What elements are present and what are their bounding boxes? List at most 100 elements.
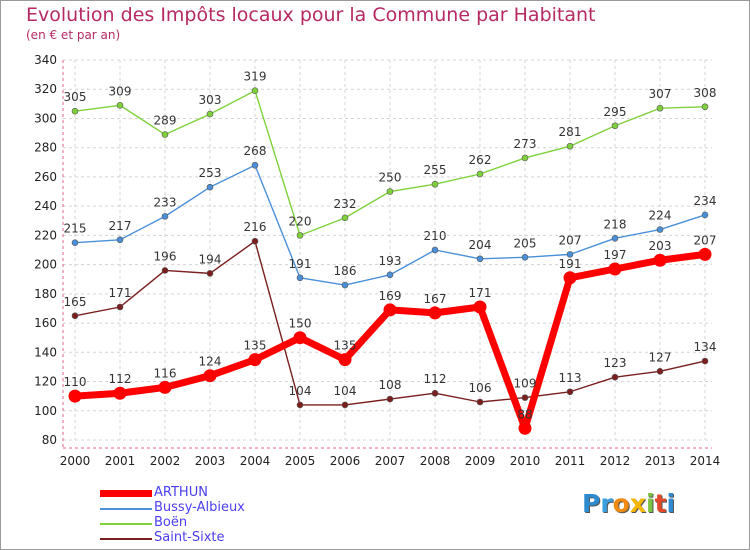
x-tick-label: 2009 bbox=[465, 454, 496, 468]
data-point bbox=[563, 271, 577, 285]
y-tick-label: 180 bbox=[34, 287, 57, 301]
legend-item: Saint-Sixte bbox=[100, 530, 320, 546]
data-point bbox=[431, 180, 439, 188]
data-point bbox=[251, 87, 259, 94]
data-label: 205 bbox=[514, 236, 537, 250]
y-tick-label: 80 bbox=[42, 433, 57, 447]
x-tick-label: 2003 bbox=[195, 454, 226, 468]
chart-legend: ARTHUN Bussy-Albieux Boën Saint-Sixte bbox=[100, 485, 320, 546]
data-label: 295 bbox=[604, 105, 627, 119]
logo-letter: P bbox=[582, 489, 601, 518]
data-point bbox=[296, 232, 304, 239]
data-label: 167 bbox=[424, 292, 447, 306]
x-tick-label: 2014 bbox=[690, 454, 721, 468]
legend-item: Bussy-Albieux bbox=[100, 500, 320, 516]
data-label: 116 bbox=[154, 366, 177, 380]
x-tick-label: 2005 bbox=[285, 454, 316, 468]
data-point bbox=[521, 394, 529, 401]
data-label: 217 bbox=[109, 219, 132, 233]
data-label: 207 bbox=[559, 233, 582, 247]
x-tick-label: 2012 bbox=[600, 454, 631, 468]
y-tick-label: 200 bbox=[34, 258, 57, 272]
data-point bbox=[701, 211, 709, 219]
data-label: 218 bbox=[604, 217, 627, 231]
data-point bbox=[521, 254, 529, 261]
data-label: 309 bbox=[109, 84, 132, 98]
data-point bbox=[251, 161, 259, 169]
data-label: 150 bbox=[289, 317, 312, 331]
legend-item: ARTHUN bbox=[100, 485, 320, 501]
y-tick-label: 100 bbox=[34, 404, 57, 418]
chart-title: Evolution des Impôts locaux pour la Comm… bbox=[26, 4, 596, 26]
data-point bbox=[296, 274, 304, 282]
data-label: 191 bbox=[289, 257, 312, 271]
data-label: 194 bbox=[199, 252, 222, 266]
data-point bbox=[656, 104, 664, 112]
data-label: 196 bbox=[154, 249, 177, 263]
data-label: 171 bbox=[469, 286, 492, 300]
data-point bbox=[338, 353, 352, 367]
data-point bbox=[386, 188, 394, 195]
data-point bbox=[68, 389, 82, 403]
data-point bbox=[161, 267, 169, 274]
y-tick-label: 340 bbox=[34, 53, 57, 67]
data-point bbox=[518, 421, 532, 435]
data-label: 169 bbox=[379, 289, 402, 303]
y-tick-label: 280 bbox=[34, 141, 57, 155]
data-label: 250 bbox=[379, 171, 402, 185]
data-label: 104 bbox=[334, 384, 357, 398]
data-point bbox=[341, 281, 349, 289]
data-label: 197 bbox=[604, 248, 627, 262]
data-point bbox=[161, 213, 169, 220]
data-point bbox=[251, 237, 259, 245]
data-label: 123 bbox=[604, 356, 627, 370]
data-label: 135 bbox=[334, 339, 357, 353]
data-point bbox=[383, 303, 397, 317]
data-label: 186 bbox=[334, 264, 357, 278]
x-tick-label: 2010 bbox=[510, 454, 541, 468]
plot-area bbox=[63, 60, 712, 440]
data-point bbox=[116, 102, 124, 109]
logo-letter: i bbox=[646, 489, 655, 518]
data-label: 307 bbox=[649, 87, 672, 101]
data-point bbox=[701, 357, 709, 365]
data-label: 303 bbox=[199, 93, 222, 107]
y-tick-label: 260 bbox=[34, 170, 57, 184]
data-label: 319 bbox=[244, 70, 267, 84]
legend-label: Saint-Sixte bbox=[154, 530, 225, 545]
data-point bbox=[248, 353, 262, 367]
data-point bbox=[698, 247, 712, 261]
data-point bbox=[611, 373, 619, 381]
proxiti-logo: Proxiti bbox=[582, 489, 675, 518]
data-point bbox=[341, 214, 349, 222]
data-label: 262 bbox=[469, 153, 492, 167]
data-point bbox=[158, 380, 172, 394]
chart-subtitle: (en € et par an) bbox=[26, 28, 121, 42]
data-label: 110 bbox=[64, 375, 87, 389]
data-label: 109 bbox=[514, 377, 537, 391]
data-point bbox=[206, 110, 214, 118]
data-point bbox=[116, 236, 124, 244]
y-tick-label: 240 bbox=[34, 199, 57, 213]
data-label: 88 bbox=[517, 407, 532, 421]
data-point bbox=[203, 369, 217, 383]
data-label: 233 bbox=[154, 195, 177, 209]
logo-letter: r bbox=[600, 489, 613, 518]
data-label: 224 bbox=[649, 209, 672, 223]
logo-letter: x bbox=[629, 489, 646, 518]
x-tick-label: 2011 bbox=[555, 454, 586, 468]
x-tick-label: 2013 bbox=[645, 454, 676, 468]
data-label: 135 bbox=[244, 339, 267, 353]
data-label: 108 bbox=[379, 378, 402, 392]
x-tick-label: 2001 bbox=[105, 454, 136, 468]
data-point bbox=[476, 398, 484, 406]
data-point bbox=[116, 303, 124, 311]
x-tick-label: 2004 bbox=[240, 454, 271, 468]
data-label: 255 bbox=[424, 163, 447, 177]
data-point bbox=[656, 368, 664, 375]
data-point bbox=[206, 270, 214, 277]
y-tick-label: 300 bbox=[34, 111, 57, 125]
data-label: 171 bbox=[109, 286, 132, 300]
legend-swatch bbox=[100, 508, 152, 510]
